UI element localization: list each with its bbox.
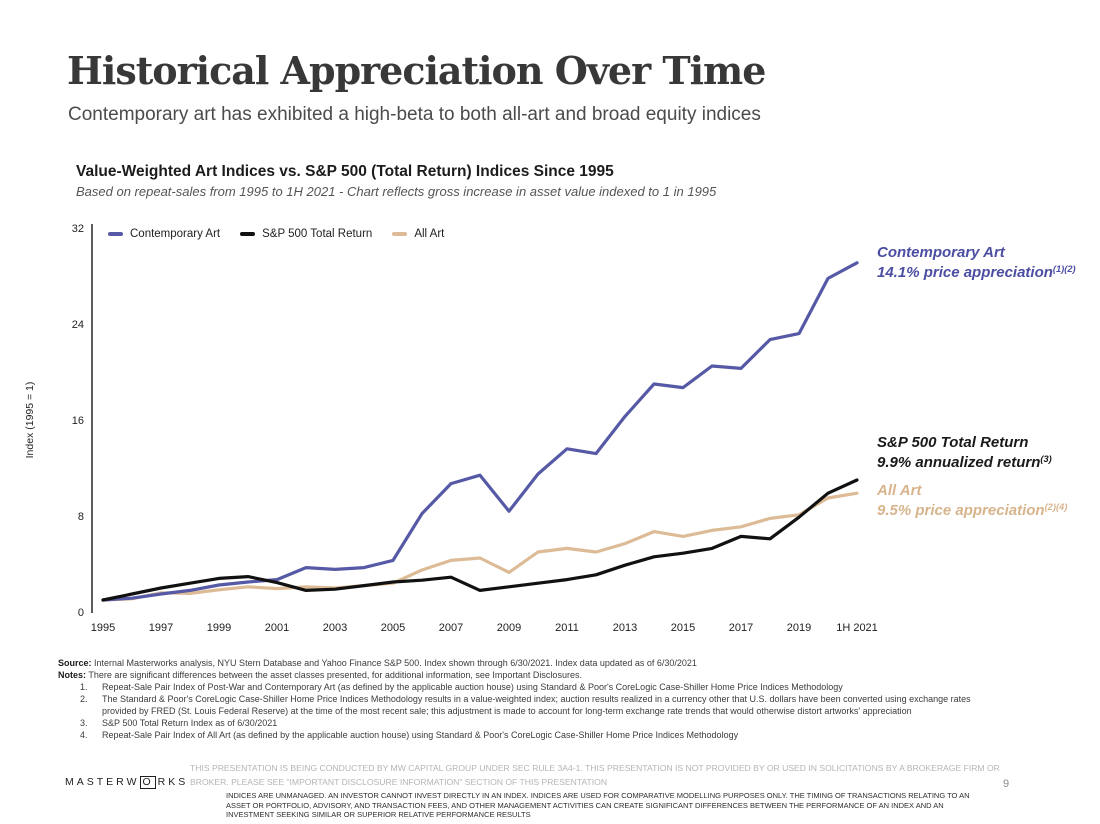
legend-item-all-art: All Art: [392, 228, 444, 240]
y-tick-label: 16: [72, 415, 84, 427]
source-note: Source: Internal Masterworks analysis, N…: [58, 658, 697, 668]
x-tick-label: 1997: [149, 622, 173, 634]
y-tick-label: 8: [78, 511, 84, 523]
series-line-all-art: [101, 491, 859, 602]
x-tick-label: 2003: [323, 622, 347, 634]
sp500-swatch-icon: [240, 232, 256, 236]
footnote-item-3: 3. S&P 500 Total Return Index as of 6/30/…: [80, 718, 278, 728]
chart-legend: Contemporary Art S&P 500 Total Return Al…: [108, 228, 444, 240]
annotation-sp500: S&P 500 Total Return 9.9% annualized ret…: [877, 434, 1100, 471]
masterworks-logo: MASTERW O RKS: [65, 776, 189, 790]
x-tick-label: 2019: [787, 622, 811, 634]
series-line-s-p-500-total-return: [101, 478, 859, 602]
x-tick-label: 2015: [671, 622, 695, 634]
notes-note: Notes: There are significant differences…: [58, 670, 582, 680]
chart-subtitle: Based on repeat-sales from 1995 to 1H 20…: [76, 184, 717, 199]
page-number: 9: [1003, 778, 1010, 790]
footnote-reference: (1)(2): [1052, 264, 1076, 274]
y-axis-title: Index (1995 = 1): [24, 382, 36, 459]
x-tick-label: 2009: [497, 622, 521, 634]
footnotes: Source: Internal Masterworks analysis, N…: [58, 657, 1013, 741]
annotation-all-art: All Art 9.5% price appreciation(2)(4): [877, 482, 1100, 519]
footnote-reference: (3): [1040, 454, 1052, 464]
x-tick-label: 2005: [381, 622, 405, 634]
logo-boxed-o: O: [140, 776, 156, 790]
x-tick-label: 2011: [555, 622, 579, 634]
legend-item-contemporary-art: Contemporary Art: [108, 228, 220, 240]
chart-title: Value-Weighted Art Indices vs. S&P 500 (…: [76, 163, 614, 180]
legend-label: Contemporary Art: [130, 228, 221, 240]
y-tick-label: 24: [72, 319, 84, 331]
footer-disclaimer-secondary: INDICES ARE UNMANAGED. AN INVESTOR CANNO…: [226, 791, 970, 820]
annotation-line: S&P 500 Total Return: [877, 434, 1029, 451]
x-tick-label: 2013: [613, 622, 637, 634]
page-subtitle: Contemporary art has exhibited a high-be…: [68, 104, 761, 125]
annotation-line: All Art: [877, 482, 922, 499]
x-tick-label: 2017: [729, 622, 753, 634]
annotation-line: 9.9% annualized return(3): [877, 454, 1052, 472]
x-tick-label: 1999: [207, 622, 231, 634]
contemporary-art-swatch-icon: [108, 232, 123, 236]
footnote-item-4: 4. Repeat-Sale Pair Index of All Art (as …: [80, 730, 739, 740]
legend-label: All Art: [414, 228, 445, 240]
x-tick-label: 2007: [439, 622, 463, 634]
footer-disclaimer-primary: THIS PRESENTATION IS BEING CONDUCTED BY …: [190, 763, 1000, 787]
x-tick-label: 1H 2021: [836, 622, 878, 634]
all-art-swatch-icon: [392, 232, 408, 236]
annotation-line: 14.1% price appreciation(1)(2): [877, 264, 1076, 282]
chart-canvas: 0 8 16 24 32 Index (1995 = 1) 1995 1997 1999 2001…: [24, 223, 878, 634]
annotation-contemporary-art: Contemporary Art 14.1% price appreciatio…: [877, 244, 1100, 281]
page-title: Historical Appreciation Over Time: [67, 48, 766, 93]
y-tick-label: 32: [72, 223, 84, 235]
legend-item-sp500: S&P 500 Total Return: [240, 228, 372, 240]
footnote-reference: (2)(4): [1044, 502, 1068, 512]
footnote-item-1: 1. Repeat-Sale Pair Index of Post-War and…: [80, 682, 843, 692]
x-tick-label: 1995: [91, 622, 115, 634]
annotation-line: 9.5% price appreciation(2)(4): [877, 502, 1068, 520]
x-tick-label: 2001: [265, 622, 289, 634]
y-tick-label: 0: [78, 607, 84, 619]
annotation-line: Contemporary Art: [877, 244, 1005, 261]
series-line-contemporary-art: [101, 261, 859, 602]
legend-label: S&P 500 Total Return: [262, 228, 373, 240]
footnote-item-2: 2. The Standard & Poor's CoreLogic Case-S…: [80, 694, 971, 716]
